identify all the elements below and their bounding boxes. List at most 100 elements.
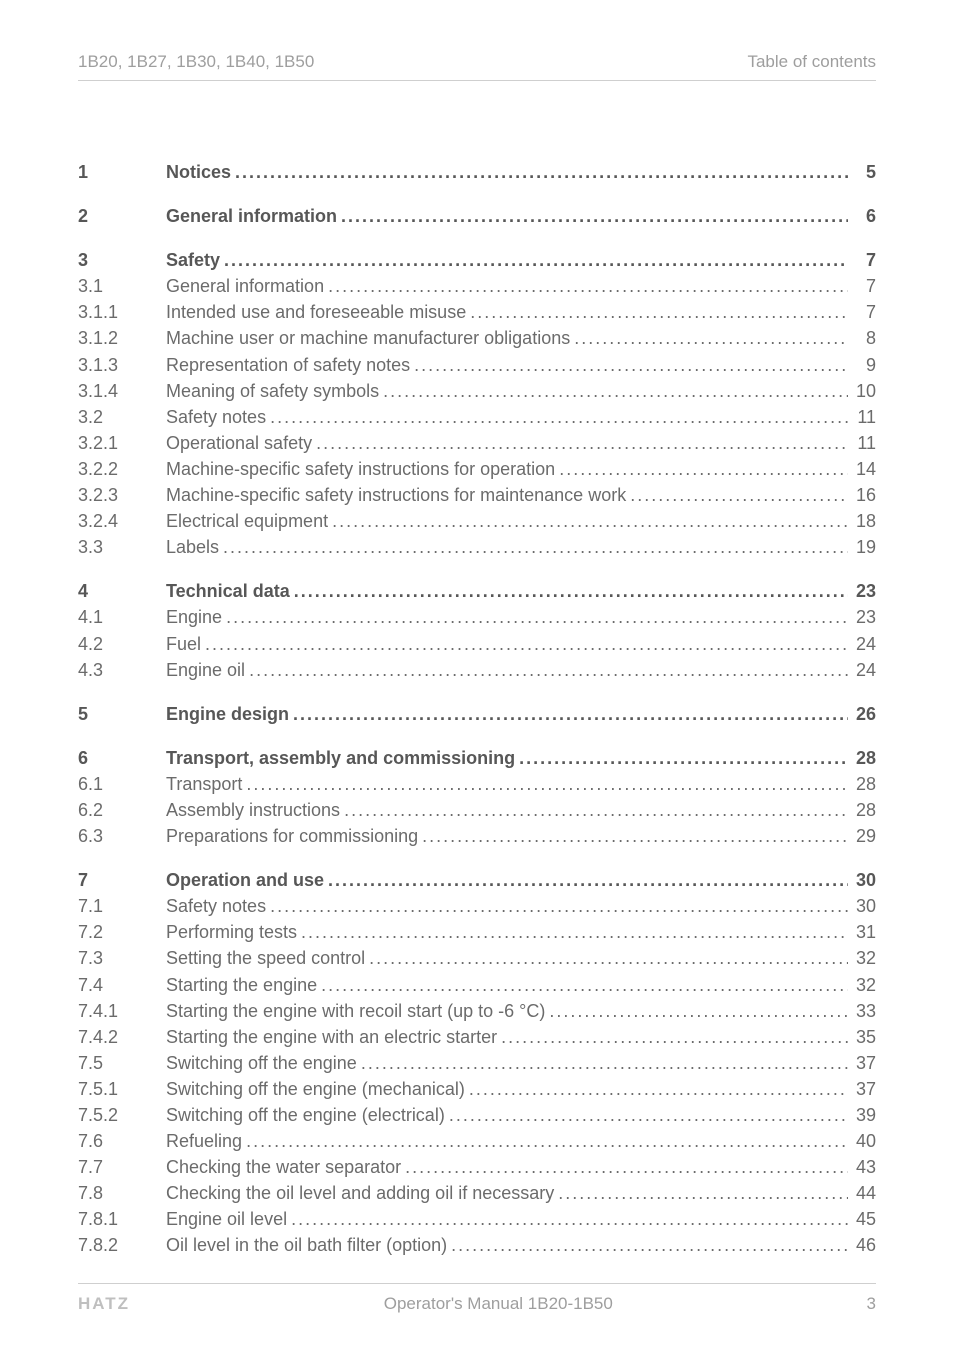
toc-row: 7.8.2Oil level in the oil bath filter (o…	[78, 1232, 876, 1258]
toc-page-number: 32	[848, 972, 876, 998]
toc-section-number: 7.4.2	[78, 1024, 166, 1050]
toc-block: 4Technical data ........................…	[78, 578, 876, 682]
page: 1B20, 1B27, 1B30, 1B40, 1B50 Table of co…	[0, 0, 954, 1259]
toc-row: 7.1Safety notes ........................…	[78, 893, 876, 919]
toc-page-number: 29	[848, 823, 876, 849]
toc-title: Oil level in the oil bath filter (option…	[166, 1232, 447, 1258]
toc-leader-dots: ........................................…	[245, 657, 848, 683]
toc-block: 2General information ...................…	[78, 203, 876, 229]
toc-row: 4Technical data ........................…	[78, 578, 876, 604]
toc-page-number: 39	[848, 1102, 876, 1128]
toc-title: Setting the speed control	[166, 945, 365, 971]
toc-title: Switching off the engine (electrical)	[166, 1102, 445, 1128]
toc-row: 3.3Labels ..............................…	[78, 534, 876, 560]
toc-page-number: 11	[848, 404, 876, 430]
toc-section-number: 3	[78, 247, 166, 273]
toc-page-number: 31	[848, 919, 876, 945]
toc-page-number: 37	[848, 1050, 876, 1076]
toc-row: 7.4.1Starting the engine with recoil sta…	[78, 998, 876, 1024]
toc-section-number: 1	[78, 159, 166, 185]
toc-section-number: 3.2.1	[78, 430, 166, 456]
toc-title-wrap: Safety notes ...........................…	[166, 404, 848, 430]
header-left: 1B20, 1B27, 1B30, 1B40, 1B50	[78, 52, 314, 72]
toc-title: Switching off the engine	[166, 1050, 357, 1076]
toc-section-number: 3.3	[78, 534, 166, 560]
toc-section-number: 3.2	[78, 404, 166, 430]
toc-section-number: 7.1	[78, 893, 166, 919]
toc-row: 4.2Fuel ................................…	[78, 631, 876, 657]
toc-section-number: 3.2.4	[78, 508, 166, 534]
page-footer: HATZ Operator's Manual 1B20-1B50 3	[78, 1283, 876, 1314]
toc-leader-dots: ........................................…	[328, 508, 848, 534]
toc-title-wrap: Machine user or machine manufacturer obl…	[166, 325, 848, 351]
toc-section-number: 4.2	[78, 631, 166, 657]
toc-title: Engine oil	[166, 657, 245, 683]
toc-title-wrap: Switching off the engine (electrical) ..…	[166, 1102, 848, 1128]
toc-leader-dots: ........................................…	[222, 604, 848, 630]
toc-row: 7.5Switching off the engine ............…	[78, 1050, 876, 1076]
toc-page-number: 24	[848, 657, 876, 683]
toc-title: Transport	[166, 771, 242, 797]
toc-title-wrap: Engine .................................…	[166, 604, 848, 630]
toc-row: 6.3Preparations for commissioning ......…	[78, 823, 876, 849]
toc-row: 3.2.4Electrical equipment ..............…	[78, 508, 876, 534]
toc-row: 7.2Performing tests ....................…	[78, 919, 876, 945]
toc-section-number: 3.1.1	[78, 299, 166, 325]
toc-leader-dots: ........................................…	[312, 430, 848, 456]
toc-leader-dots: ........................................…	[324, 867, 848, 893]
toc-page-number: 32	[848, 945, 876, 971]
toc-page-number: 23	[848, 578, 876, 604]
toc-title-wrap: Oil level in the oil bath filter (option…	[166, 1232, 848, 1258]
toc-row: 4.3Engine oil ..........................…	[78, 657, 876, 683]
toc-title: Fuel	[166, 631, 201, 657]
page-header: 1B20, 1B27, 1B30, 1B40, 1B50 Table of co…	[78, 52, 876, 81]
toc-row: 3.1.4Meaning of safety symbols .........…	[78, 378, 876, 404]
toc-title-wrap: Meaning of safety symbols ..............…	[166, 378, 848, 404]
toc-section-number: 3.2.3	[78, 482, 166, 508]
toc-title-wrap: Setting the speed control ..............…	[166, 945, 848, 971]
toc-title-wrap: Switching off the engine ...............…	[166, 1050, 848, 1076]
toc-title-wrap: Notices ................................…	[166, 159, 848, 185]
toc-block: 5Engine design .........................…	[78, 701, 876, 727]
toc-title: General information	[166, 273, 324, 299]
toc-title: Labels	[166, 534, 219, 560]
toc-leader-dots: ........................................…	[340, 797, 848, 823]
toc-title-wrap: Transport, assembly and commissioning ..…	[166, 745, 848, 771]
toc-block: 6Transport, assembly and commissioning .…	[78, 745, 876, 849]
toc-section-number: 3.1	[78, 273, 166, 299]
footer-page-number: 3	[867, 1294, 876, 1314]
toc-title-wrap: Operational safety .....................…	[166, 430, 848, 456]
toc-page-number: 6	[848, 203, 876, 229]
toc-section-number: 7.2	[78, 919, 166, 945]
toc-section-number: 7.3	[78, 945, 166, 971]
toc-page-number: 44	[848, 1180, 876, 1206]
toc-section-number: 7.4	[78, 972, 166, 998]
toc-title-wrap: General information ....................…	[166, 203, 848, 229]
toc-title-wrap: Preparations for commissioning .........…	[166, 823, 848, 849]
toc-leader-dots: ........................................…	[219, 534, 848, 560]
toc-title-wrap: Engine design ..........................…	[166, 701, 848, 727]
toc-row: 7.5.2Switching off the engine (electrica…	[78, 1102, 876, 1128]
toc-section-number: 4	[78, 578, 166, 604]
toc-leader-dots: ........................................…	[401, 1154, 848, 1180]
toc-row: 4.1Engine ..............................…	[78, 604, 876, 630]
toc-leader-dots: ........................................…	[410, 352, 848, 378]
toc-title-wrap: General information ....................…	[166, 273, 848, 299]
toc-section-number: 7.8.2	[78, 1232, 166, 1258]
table-of-contents: 1Notices ...............................…	[78, 159, 876, 1259]
toc-row: 7.5.1Switching off the engine (mechanica…	[78, 1076, 876, 1102]
toc-row: 3.1.2Machine user or machine manufacture…	[78, 325, 876, 351]
toc-page-number: 19	[848, 534, 876, 560]
toc-page-number: 7	[848, 273, 876, 299]
toc-title: Starting the engine with recoil start (u…	[166, 998, 545, 1024]
toc-title: Assembly instructions	[166, 797, 340, 823]
toc-title: Machine-specific safety instructions for…	[166, 482, 626, 508]
toc-page-number: 40	[848, 1128, 876, 1154]
toc-page-number: 45	[848, 1206, 876, 1232]
toc-leader-dots: ........................................…	[231, 159, 848, 185]
toc-row: 7.8.1Engine oil level ..................…	[78, 1206, 876, 1232]
toc-block: 1Notices ...............................…	[78, 159, 876, 185]
toc-leader-dots: ........................................…	[289, 701, 848, 727]
toc-title: Preparations for commissioning	[166, 823, 418, 849]
toc-title-wrap: Starting the engine with an electric sta…	[166, 1024, 848, 1050]
